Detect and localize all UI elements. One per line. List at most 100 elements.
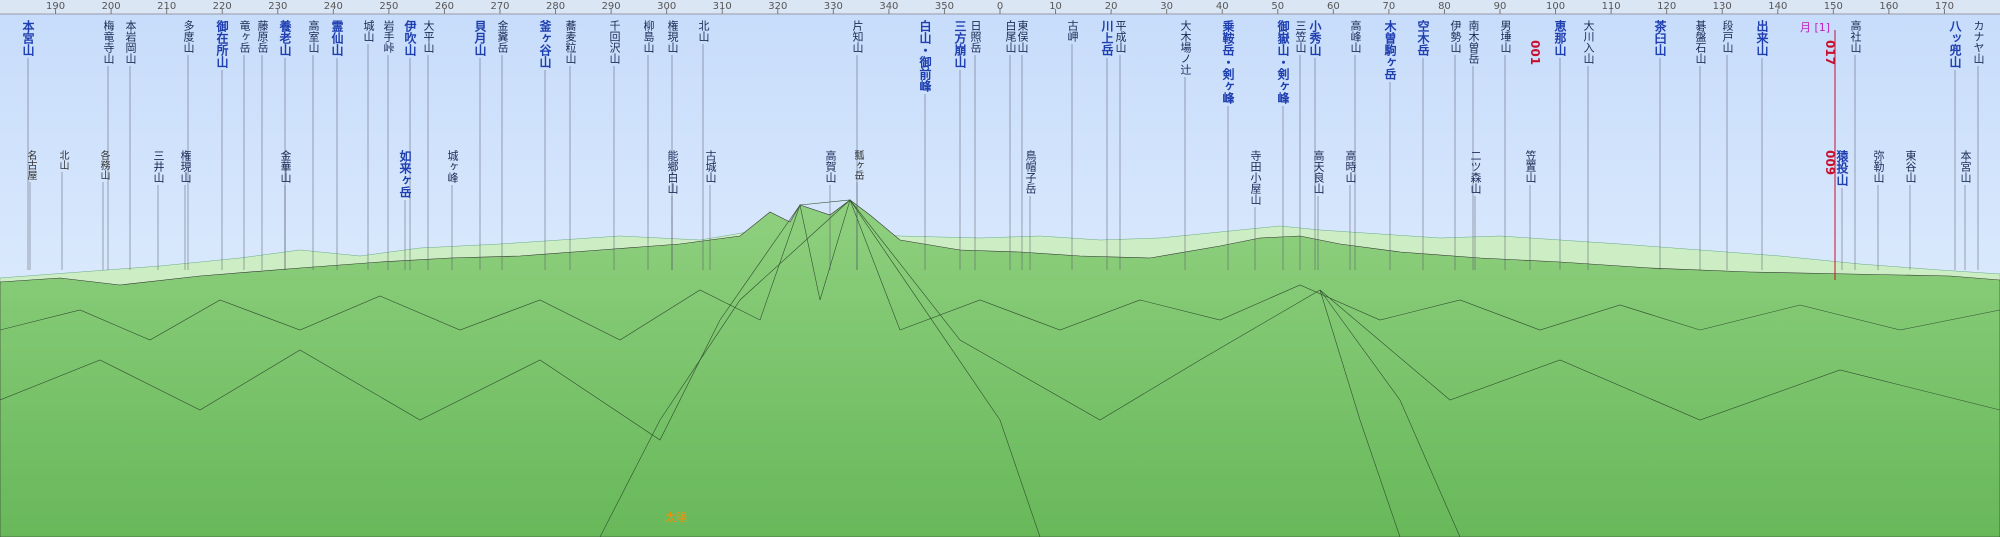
peak-label: 金華山 [279, 150, 292, 183]
peak-label: 御在所山 [215, 20, 229, 68]
peak-label: 伊勢山 [1449, 20, 1462, 53]
peak-label: 弥勒山 [1872, 150, 1885, 183]
bearing-tick-label: 10 [1049, 1, 1062, 12]
peak-label: 三井山 [152, 150, 165, 183]
peak-label: 空木岳 [1416, 20, 1430, 56]
peak-label: 恵那山 [1553, 20, 1567, 56]
peak-label: 高賀山 [824, 150, 837, 183]
peak-label: 瓢ヶ岳 [852, 150, 863, 180]
peak-label: カナヤ山 [1972, 20, 1985, 64]
bearing-tick-label: 80 [1438, 1, 1451, 12]
peak-label: 貝月山 [473, 20, 487, 56]
marker-label: 001 [1528, 40, 1542, 66]
peak-label: 古城山 [704, 150, 717, 183]
peak-label: 猿投山 [1835, 150, 1849, 186]
peak-label: 古岬 [1066, 20, 1079, 42]
bearing-tick-label: 160 [1879, 1, 1898, 12]
peak-label: 御嶽山・剣ヶ峰 [1276, 20, 1290, 104]
peak-label: 権現山 [666, 20, 679, 53]
peak-label: 日照岳 [969, 20, 982, 53]
peak-label: 高峰山 [1349, 20, 1362, 53]
peak-label: 城ヶ峰 [446, 150, 459, 183]
peak-label: 寺田小屋山 [1249, 150, 1262, 205]
bearing-tick-label: 130 [1713, 1, 1732, 12]
peak-label: 伊吹山 [403, 20, 417, 56]
peak-label: 各務山 [98, 150, 109, 180]
peak-label: 大川入山 [1582, 20, 1595, 64]
peak-label: 北山 [57, 150, 68, 170]
bearing-tick-label: 150 [1824, 1, 1843, 12]
bearing-tick-label: 100 [1546, 1, 1565, 12]
bearing-tick-label: 30 [1160, 1, 1173, 12]
peak-label: 出来山 [1755, 20, 1769, 56]
peak-label: 高室山 [307, 20, 320, 53]
peak-label: 三笠山 [1294, 20, 1307, 53]
bearing-tick-label: 350 [935, 1, 954, 12]
peak-label: 権現山 [179, 150, 192, 183]
bearing-tick-label: 310 [713, 1, 732, 12]
bearing-tick-label: 190 [46, 1, 65, 12]
bearing-tick-label: 340 [879, 1, 898, 12]
peak-label: 東俣山 [1016, 20, 1029, 53]
sun-label: 太陽 [665, 511, 687, 524]
peak-label: 段戸山 [1721, 20, 1734, 53]
peak-label: 白山・御前峰 [918, 20, 932, 92]
bearing-tick-label: 250 [379, 1, 398, 12]
peak-label: 如来ヶ岳 [398, 150, 412, 198]
marker-label: 009 [1823, 150, 1837, 176]
peak-label: 本宮山 [21, 20, 35, 56]
bearing-tick-label: 120 [1657, 1, 1676, 12]
peak-label: 平成山 [1114, 20, 1127, 53]
peak-label: 乗鞍岳・剣ヶ峰 [1221, 20, 1235, 104]
bearing-tick-label: 200 [102, 1, 121, 12]
peak-label: 男埵山 [1499, 20, 1512, 53]
peak-label: 鳥帽子岳 [1024, 150, 1037, 194]
peak-label: 碁盤石山 [1694, 20, 1707, 64]
peak-label: 養老山 [278, 20, 292, 56]
peak-label: 三方崩山 [953, 20, 967, 68]
peak-label: 金糞岳 [496, 20, 509, 53]
peak-label: 釜ヶ谷山 [538, 20, 552, 68]
peak-label: 名古屋 [25, 150, 36, 180]
peak-label: 霊仙山 [330, 20, 344, 56]
bearing-tick-label: 70 [1383, 1, 1396, 12]
peak-label: 木曽駒ヶ岳 [1383, 20, 1397, 80]
moon-label: 月 [1] [1800, 21, 1831, 34]
bearing-tick-label: 170 [1935, 1, 1954, 12]
peak-label: 能郷白山 [666, 150, 679, 194]
bearing-tick-label: 290 [602, 1, 621, 12]
bearing-tick-label: 140 [1768, 1, 1787, 12]
bearing-tick-label: 220 [213, 1, 232, 12]
peak-label: 大平山 [422, 20, 435, 53]
bearing-tick-label: 110 [1602, 1, 1621, 12]
bearing-tick-label: 300 [657, 1, 676, 12]
bearing-tick-label: 240 [324, 1, 343, 12]
peak-label: 南木曽岳 [1467, 20, 1480, 64]
peak-label: 高時山 [1344, 150, 1357, 183]
peak-label: 本岩岡山 [124, 20, 137, 64]
peak-label: 大木場ノ辻 [1179, 20, 1192, 75]
bearing-tick-label: 20 [1105, 1, 1118, 12]
peak-label: 城山 [362, 20, 375, 42]
bearing-tick-label: 320 [768, 1, 787, 12]
bearing-tick-label: 230 [268, 1, 287, 12]
bearing-tick-label: 90 [1494, 1, 1507, 12]
peak-label: 北山 [697, 20, 710, 42]
peak-label: 二ツ森山 [1469, 150, 1482, 194]
peak-label: 蕎麦粒山 [564, 20, 577, 64]
peak-label: 川上岳 [1100, 20, 1114, 56]
bearing-tick-label: 260 [435, 1, 454, 12]
peak-label: 多度山 [182, 20, 195, 53]
bearing-tick-label: 40 [1216, 1, 1229, 12]
peak-label: 千回沢山 [608, 20, 621, 64]
peak-label: 梅竜寺山 [102, 20, 115, 64]
bearing-tick-label: 330 [824, 1, 843, 12]
peak-label: 高天良山 [1312, 150, 1325, 194]
peak-label: 小秀山 [1308, 20, 1322, 56]
bearing-tick-label: 60 [1327, 1, 1340, 12]
marker-label: 017 [1823, 40, 1837, 66]
peak-label: 高社山 [1849, 20, 1862, 53]
peak-label: 藤原岳 [256, 20, 269, 53]
